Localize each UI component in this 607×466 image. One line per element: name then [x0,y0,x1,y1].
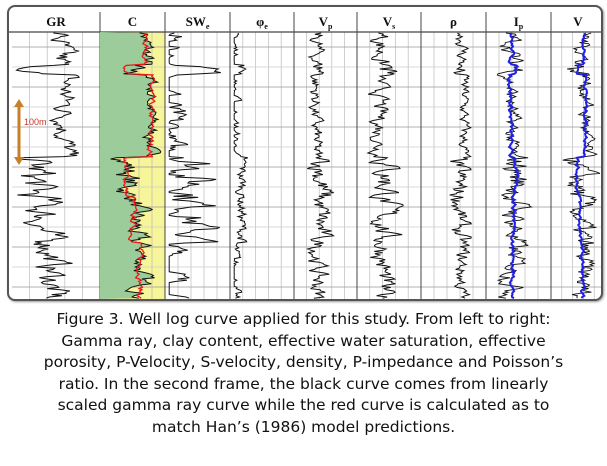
porosity-curve [233,32,248,299]
p-impedance-curve [496,32,533,299]
caption-line: Gamma ray, clay content, effective water… [61,331,546,350]
track-header-label: C [128,14,137,29]
caption-line: Figure 3. Well log curve applied for thi… [56,310,551,328]
track-header: C [128,14,137,29]
caption-line: ratio. In the second frame, the black cu… [58,374,549,393]
poisson-ratio-trend [574,32,589,299]
track-header-label: φ [256,14,264,29]
gamma-ray-curve [15,32,81,299]
track-header: SWe [186,14,210,31]
track-header: GR [46,14,66,29]
p-velocity-curve [306,32,335,299]
track-header-label: SW [186,14,206,29]
track-header-label: I [514,14,519,29]
caption-line: match Han’s (1986) model predictions. [151,417,456,436]
p-impedance-trend [506,32,520,299]
scale-arrow-bottom [14,157,24,165]
gr-scaled-curve [110,32,162,299]
track-header-subscript: p [519,22,524,31]
han-model-curve [121,32,157,299]
well-log-figure: GR C SWe φe Vp Vs ρ Ip V 100m [7,5,603,301]
track-header-label: ρ [450,14,457,29]
track-header-label: V [573,14,583,29]
caption-line: scaled gamma ray curve while the red cur… [57,396,550,414]
track-header: Vs [383,14,396,31]
track-header-subscript: e [206,22,210,31]
density-curve [449,32,473,299]
water-saturation-curve [168,32,221,299]
track-header-label: V [319,14,329,29]
track-header-subscript: e [264,22,268,31]
track-header: Ip [514,14,524,31]
figure-caption: Figure 3. Well log curve applied for thi… [0,309,607,438]
scale-label: 100m [24,117,47,127]
track-header: ρ [450,14,457,29]
poisson-ratio-curve [562,32,601,299]
track-header-label: V [383,14,393,29]
track-header: Vp [319,14,333,31]
s-velocity-curve [366,32,404,299]
caption-line: porosity, P-Velocity, S-velocity, densit… [43,353,564,371]
track-header: V [573,14,583,29]
scale-arrow-top [14,99,24,107]
track-header-label: GR [46,14,66,29]
track-header-subscript: p [328,22,333,31]
track-header-subscript: s [392,22,395,31]
clay-fill [100,32,161,299]
track-header: φe [256,14,268,31]
